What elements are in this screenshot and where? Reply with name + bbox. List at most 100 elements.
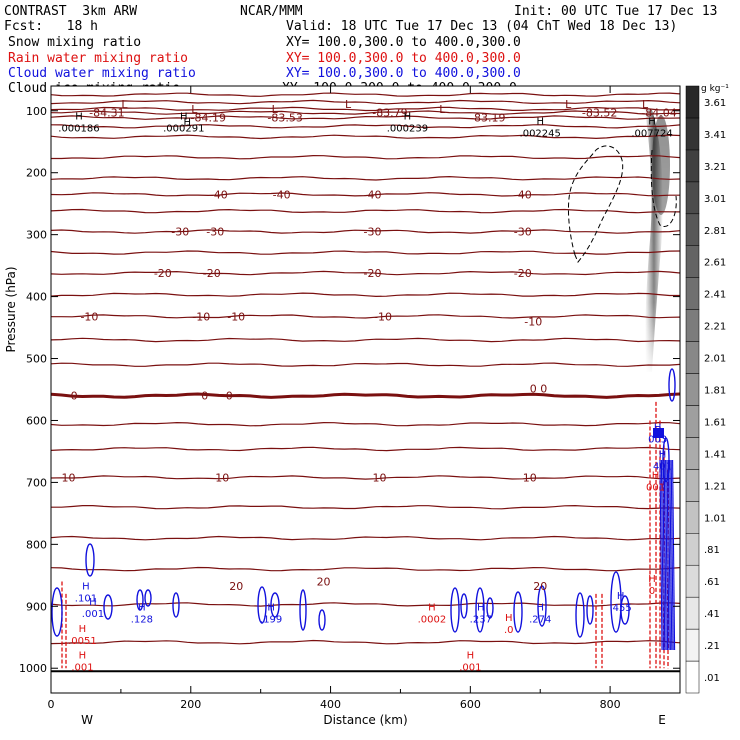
field-xy-rain: XY= 100.0,300.0 to 400.0,300.0 (286, 51, 521, 66)
shade-scale-label: 3.41 (704, 130, 726, 141)
isotherm-label: -83.52 (582, 107, 617, 120)
y-tick-label: 500 (26, 353, 47, 366)
isotherm-label: 0 (226, 390, 233, 403)
isotherm-label: -40 (364, 188, 382, 201)
low-marker: L (191, 103, 198, 116)
low-marker: L (272, 103, 279, 116)
forecast-label: Fcst: 18 h (4, 19, 98, 34)
west-end-label: W (81, 713, 93, 727)
rain-high-value: 001 (646, 482, 665, 493)
cloud-ice-high-marker: H (184, 117, 192, 128)
isotherm-line (51, 602, 680, 607)
shade-scale-cell (685, 564, 700, 598)
x-tick-label: 0 (48, 698, 55, 711)
isotherm-label: 0 (71, 390, 78, 403)
cloud-water-high-marker: H (477, 602, 485, 613)
rain-high-marker: H (467, 651, 475, 662)
cloud-water-contour (136, 589, 144, 611)
rain-high-value: .0002 (418, 614, 447, 625)
y-tick-label: 100 (26, 105, 47, 118)
cloud-water-contour (460, 593, 468, 619)
cloud-water-contour (257, 586, 267, 624)
isotherm-label: -10 (227, 310, 245, 323)
shade-scale-label: 3.61 (704, 98, 726, 109)
cloud-water-high-value: .001 (82, 609, 104, 620)
snow-high-marker: H (648, 116, 656, 127)
rain-high-marker: H (648, 574, 656, 585)
isotherm-label: -10 (374, 310, 392, 323)
snow-high-marker: H (404, 111, 412, 122)
cloud-water-high-value: .237 (470, 614, 492, 625)
isotherm-label: -84.19 (191, 112, 226, 125)
shade-scale-cell (685, 373, 700, 406)
shade-scale-cell (685, 660, 700, 694)
cloud-water-high-value: .101 (75, 593, 97, 604)
isotherm-line (51, 106, 680, 112)
isotherm-line (51, 192, 680, 197)
snow-shade-core (645, 110, 663, 372)
cloud-water-contour (620, 595, 630, 625)
cloud-water-contour (662, 459, 666, 651)
isotherm-line (51, 250, 680, 255)
isotherm-label: 10 (61, 471, 75, 484)
cloud-water-high-marker: H (536, 602, 544, 613)
cloud-water-high-value: .455 (609, 603, 631, 614)
shade-scale-label: 1.41 (704, 449, 726, 460)
isotherm-label: 0 (201, 390, 208, 403)
shade-scale-label: .21 (704, 641, 720, 652)
isotherm-label: -20 (364, 267, 382, 280)
shade-scale-cell (685, 596, 700, 630)
shade-scale-label: .61 (704, 577, 720, 588)
low-marker: L (565, 98, 572, 111)
shade-scale-cell (685, 469, 700, 502)
isotherm-line (51, 504, 680, 510)
isotherm-label: -20 (203, 267, 221, 280)
shade-scale-cell (685, 341, 700, 374)
isotherm-line (51, 639, 680, 645)
cloud-water-contour (270, 592, 280, 618)
isotherm-label: 10 (372, 471, 386, 484)
isotherm-label: -30 (514, 226, 532, 239)
cloud-water-contour (659, 459, 663, 651)
org-label: NCAR/MMM (240, 4, 303, 19)
cloud-water-high-marker: H (654, 423, 662, 434)
shade-scale-label: 2.81 (704, 226, 726, 237)
cloud-water-contour (660, 459, 664, 651)
rain-high-value: .001 (459, 663, 481, 674)
shade-scale-cell (685, 85, 700, 119)
isotherm-line (51, 337, 680, 343)
shade-scale-cell (685, 213, 700, 246)
rain-high-marker: H (79, 624, 87, 635)
low-marker: L (121, 98, 128, 111)
y-tick-label: 800 (26, 538, 47, 551)
isotherm-label: 0 (530, 382, 537, 395)
snow-high-marker: H (536, 116, 544, 127)
snow-high-value: .000186 (58, 123, 99, 134)
isotherm-label: -20 (154, 267, 172, 280)
isotherm-line (51, 124, 680, 129)
shade-scale-cell (685, 437, 700, 470)
cloud-water-contour (144, 589, 152, 607)
cloud-water-contour (51, 587, 63, 637)
isotherm-label: -30 (206, 226, 224, 239)
isotherm-line (51, 154, 680, 160)
shade-scale-cell (685, 628, 700, 662)
shade-scale-label: .81 (704, 545, 720, 556)
cloud-water-contour (475, 587, 485, 633)
y-axis-label: Pressure (hPa) (4, 266, 18, 352)
isotherm-line (51, 475, 680, 480)
isotherm-label: -10 (80, 310, 98, 323)
snow-shading (645, 110, 670, 372)
y-tick-label: 400 (26, 291, 47, 304)
shade-scale-cell (685, 181, 700, 215)
isotherm-line (51, 446, 680, 452)
y-tick-label: 1000 (19, 662, 47, 675)
cloud-water-contour (668, 368, 676, 402)
isotherm-line (51, 110, 680, 115)
x-tick-label: 600 (460, 698, 481, 711)
isotherm-label: -84.04 (641, 107, 676, 120)
cloud-water-contour (672, 459, 676, 651)
shade-scale-cell (685, 149, 700, 183)
isotherm-line (51, 314, 680, 319)
